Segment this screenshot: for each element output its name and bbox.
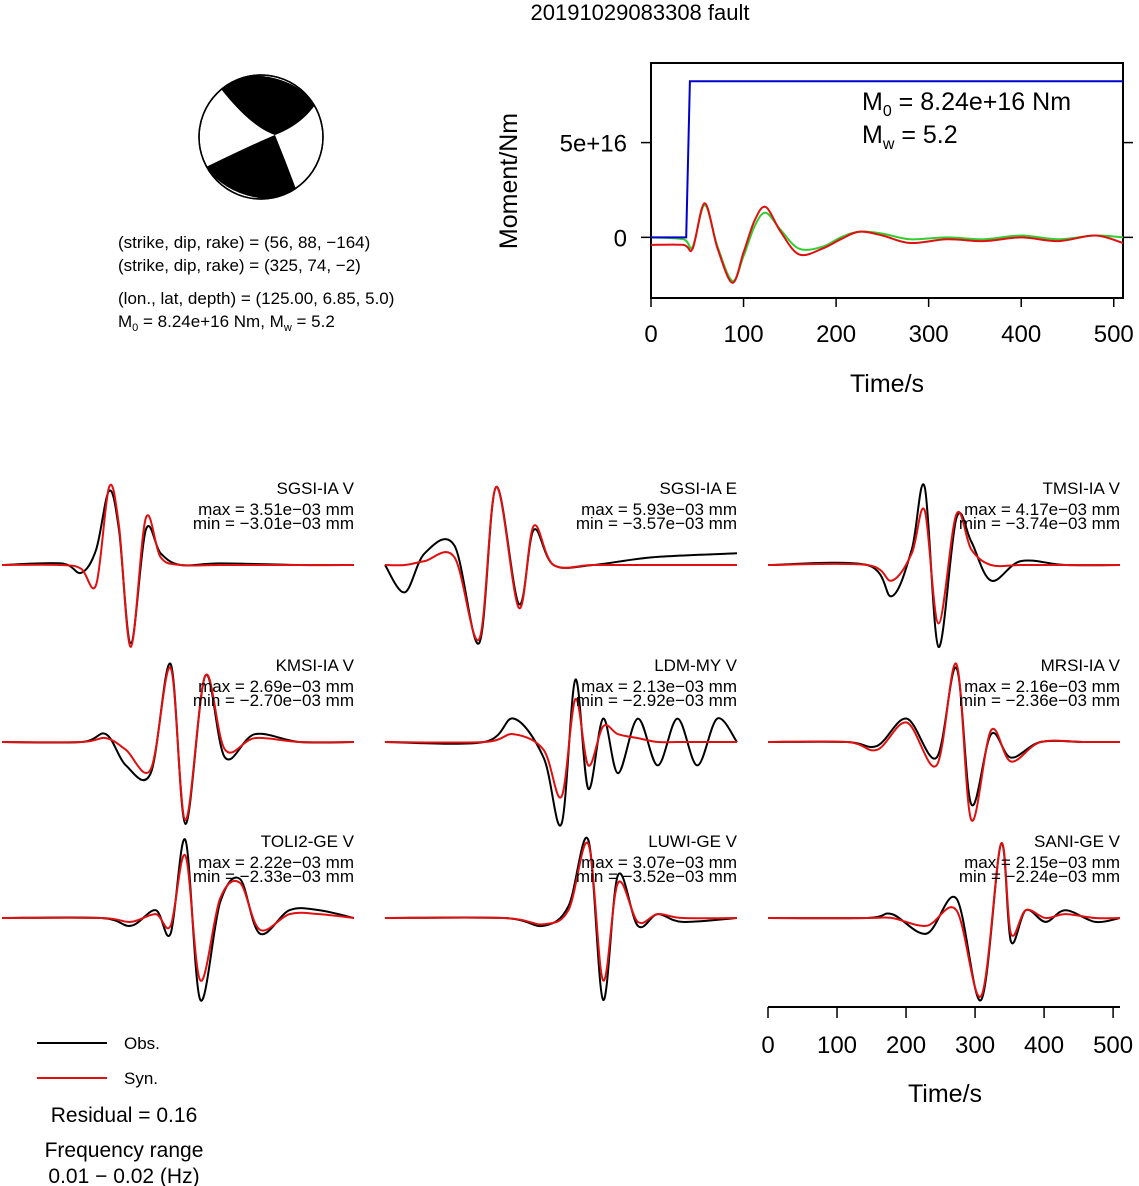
- station-max: max = 2.13e−03 mm: [581, 677, 737, 696]
- station-max: max = 3.51e−03 mm: [198, 500, 354, 519]
- moment-series-2: [650, 202, 1124, 284]
- station-name: SGSI-IA V: [277, 479, 355, 498]
- moment-xtick-label-2: 200: [816, 321, 856, 348]
- station-min: min = −3.57e−03 mm: [576, 514, 737, 533]
- observed-trace: [1, 838, 355, 1002]
- bottom-ticks: 0 100 200 300 400 500: [761, 1007, 1133, 1059]
- synthetic-trace: [384, 485, 737, 642]
- station-min: min = −2.33e−03 mm: [193, 867, 354, 886]
- station-max: max = 3.07e−03 mm: [581, 853, 737, 872]
- station-name: KMSI-IA V: [276, 656, 355, 675]
- synthetic-trace: [1, 483, 354, 648]
- bottom-tick-label-5: 500: [1093, 1032, 1133, 1059]
- station-max: max = 2.22e−03 mm: [198, 853, 354, 872]
- beachball: [198, 74, 324, 200]
- station-max: max = 2.69e−03 mm: [198, 677, 354, 696]
- station-min: min = −3.74e−03 mm: [959, 514, 1120, 533]
- moment-series-0: [651, 80, 1123, 239]
- moment-plot-frame: [650, 62, 1124, 299]
- observed-trace: [767, 483, 1121, 648]
- bottom-axis: 0 100 200 300 400 500 Time/s: [761, 1006, 1133, 1108]
- moment-panel: 0 100 200 300 400 500 0 5e+16 Moment/Nm Time/s…: [495, 62, 1134, 398]
- synthetic-trace: [384, 698, 737, 799]
- m0-annotation: M0 = 8.24e+16 Nm: [862, 88, 1071, 120]
- frequency-range: 0.01 − 0.02 (Hz): [48, 1165, 199, 1186]
- station-name: TMSI-IA V: [1043, 479, 1121, 498]
- moment-ytick-label-1: 5e+16: [560, 131, 627, 158]
- magnitude-line: M0 = 8.24e+16 Nm, Mw = 5.2: [118, 312, 335, 334]
- moment-yticks: 0 5e+16: [560, 131, 1133, 252]
- station-min: min = −2.92e−03 mm: [576, 691, 737, 710]
- station-name: TOLI2-GE V: [261, 832, 355, 851]
- station-name: LUWI-GE V: [648, 832, 737, 851]
- location-line: (lon., lat, depth) = (125.00, 6.85, 5.0): [118, 289, 394, 308]
- station-name: SGSI-IA E: [660, 479, 737, 498]
- legend-syn-label: Syn.: [124, 1069, 158, 1088]
- station-min: min = −3.01e−03 mm: [193, 514, 354, 533]
- observed-trace: [1, 489, 355, 645]
- station-name: MRSI-IA V: [1041, 656, 1121, 675]
- bottom-xlabel: Time/s: [908, 1080, 982, 1108]
- moment-xtick-label-0: 0: [644, 321, 657, 348]
- station-min: min = −2.70e−03 mm: [193, 691, 354, 710]
- residual-text: Residual = 0.16: [51, 1104, 198, 1127]
- moment-series-1: [650, 204, 1124, 282]
- moment-xtick-label-5: 500: [1094, 321, 1134, 348]
- station-min: min = −2.24e−03 mm: [959, 867, 1120, 886]
- station-max: max = 2.15e−03 mm: [964, 853, 1120, 872]
- synthetic-trace: [767, 507, 1120, 625]
- station-max: max = 5.93e−03 mm: [581, 500, 737, 519]
- moment-xtick-label-1: 100: [724, 321, 764, 348]
- observed-trace: [384, 678, 738, 827]
- moment-xtick-label-4: 400: [1001, 321, 1041, 348]
- station-max: max = 2.16e−03 mm: [964, 677, 1120, 696]
- bottom-tick-label-2: 200: [886, 1032, 926, 1059]
- moment-ytick-label-0: 0: [614, 225, 627, 252]
- station-name: LDM-MY V: [654, 656, 737, 675]
- station-name: SANI-GE V: [1034, 832, 1121, 851]
- moment-ylabel: Moment/Nm: [495, 113, 523, 249]
- bottom-tick-label-1: 100: [817, 1032, 857, 1059]
- moment-xtick-label-3: 300: [909, 321, 949, 348]
- synthetic-trace: [384, 841, 738, 982]
- station-max: max = 4.17e−03 mm: [964, 500, 1120, 519]
- moment-curves: [650, 80, 1124, 284]
- nodal-plane-1: (strike, dip, rake) = (56, 88, −164): [118, 233, 370, 252]
- station-min: min = −3.52e−03 mm: [576, 867, 737, 886]
- legend-obs-label: Obs.: [124, 1034, 160, 1053]
- bottom-tick-label-3: 300: [955, 1032, 995, 1059]
- bottom-tick-label-0: 0: [761, 1032, 774, 1059]
- legend: Obs. Syn. Residual = 0.16 Frequency rang…: [37, 1034, 203, 1186]
- synthetic-trace: [768, 842, 1121, 998]
- figure-title: 20191029083308 fault: [531, 0, 750, 25]
- synthetic-trace: [1, 666, 355, 822]
- nodal-plane-2: (strike, dip, rake) = (325, 74, −2): [118, 256, 361, 275]
- moment-xticks: 0 100 200 300 400 500: [644, 298, 1134, 348]
- bottom-tick-label-4: 400: [1024, 1032, 1064, 1059]
- synthetic-trace: [767, 662, 1120, 822]
- station-min: min = −2.36e−03 mm: [959, 691, 1120, 710]
- moment-xlabel: Time/s: [850, 370, 924, 398]
- mw-annotation: Mw = 5.2: [862, 121, 958, 153]
- frequency-title: Frequency range: [45, 1139, 204, 1162]
- synthetic-trace: [1, 854, 355, 982]
